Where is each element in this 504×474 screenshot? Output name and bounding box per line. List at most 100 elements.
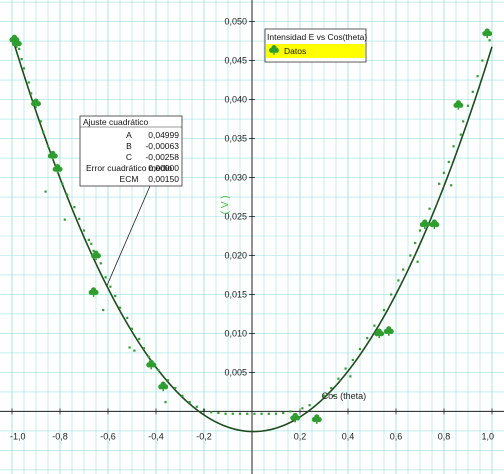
data-point-dot (39, 120, 42, 123)
data-point-club (290, 412, 301, 423)
club-lobe-left (31, 101, 37, 107)
data-point-dot (390, 293, 393, 296)
data-point-dot (349, 375, 352, 378)
x-tick-label: -0,2 (196, 431, 212, 441)
x-tick-label: -1,0 (10, 431, 26, 441)
fit-row-value: -0,00063 (145, 141, 179, 151)
data-point-dot (82, 229, 86, 232)
data-point-dot (322, 394, 326, 397)
data-point-club (383, 326, 394, 336)
data-point-dot (188, 400, 191, 404)
x-tick-label: 0,4 (342, 431, 355, 441)
club-lobe-right (486, 30, 493, 37)
club-lobe-right (57, 166, 63, 172)
y-tick-label: 0,015 (224, 289, 247, 299)
fit-row-value: 0,04999 (148, 130, 179, 140)
data-point-dot (99, 262, 102, 265)
club-lobe-right (294, 415, 301, 421)
data-point-club (429, 219, 440, 229)
data-point-dot (260, 412, 263, 415)
data-point-club (453, 100, 464, 110)
data-point-dot (114, 294, 117, 298)
club-lobe-right (458, 102, 464, 108)
x-tick-label: 0,2 (294, 431, 307, 441)
fit-row-value: 0,00150 (148, 174, 179, 184)
data-point-dot (130, 327, 134, 330)
data-point-dot (164, 400, 167, 404)
club-stem (95, 255, 97, 261)
data-point-dot (246, 412, 249, 415)
club-lobe-left (11, 41, 18, 47)
y-axis-label: ( V ) (220, 195, 231, 214)
club-lobe-right (388, 328, 394, 334)
data-point-club (482, 28, 493, 38)
club-stem (56, 168, 59, 174)
data-point-dot (459, 133, 462, 136)
data-point-club (146, 359, 157, 370)
data-point-dot (32, 100, 35, 103)
club-lobe-left (311, 416, 318, 423)
data-point-club (31, 98, 41, 109)
data-point-dot (63, 218, 66, 221)
club-lobe-left (429, 221, 435, 228)
fit-row-label: ECM (120, 174, 139, 184)
data-point-dot (231, 412, 234, 415)
club-stem (35, 103, 37, 109)
data-point-dot (416, 260, 419, 263)
club-lobe-right (93, 289, 99, 295)
data-point-dot (30, 92, 33, 95)
y-tick-label: 0,020 (224, 250, 247, 260)
club-lobe-right (378, 331, 385, 337)
data-point-dot (301, 407, 304, 410)
y-tick-label: 0,050 (224, 17, 247, 27)
data-point-dot (224, 412, 227, 415)
data-point-dot (409, 254, 412, 257)
club-lobe-left (290, 415, 296, 421)
x-axis-label: Cos (theta) (322, 391, 367, 401)
data-point-dot (181, 394, 184, 397)
club-lobe-right (273, 47, 279, 53)
data-point-dot (126, 316, 129, 319)
fit-box-frame (79, 115, 183, 187)
data-point-dot (337, 377, 340, 380)
club-lobe-left (482, 30, 488, 37)
data-point-dot (428, 207, 431, 210)
fit-box-title: Ajuste cuadrático (83, 117, 148, 127)
data-point-dot (366, 337, 369, 340)
data-point-dot (414, 241, 417, 245)
data-point-dot (142, 347, 146, 350)
club-lobe-right (316, 416, 322, 423)
club-lobe-right (162, 384, 169, 390)
data-point-dot (54, 167, 57, 170)
fit-parameters-box: Ajuste cuadrático A 0,04999 B -0,00063 C -0,0… (79, 115, 183, 287)
x-tick-label: -0,8 (52, 431, 68, 441)
legend-club-marker (269, 45, 279, 55)
fit-row-label: B (126, 141, 132, 151)
data-point-dot (308, 404, 311, 407)
club-stem (92, 292, 95, 297)
data-point-dot (104, 276, 107, 279)
y-tick-label: 0,045 (224, 56, 247, 66)
data-point-dot (42, 131, 45, 134)
club-lobe-right (434, 221, 440, 228)
club-lobe-right (16, 41, 22, 47)
data-point-club (88, 287, 99, 297)
data-point-dot (174, 386, 177, 390)
data-point-club (11, 38, 22, 49)
data-point-dot (274, 412, 278, 415)
club-lobe-left (419, 221, 426, 228)
legend-title: Intensidad E vs Cos(theta) (267, 32, 367, 42)
data-point-dot (488, 39, 491, 42)
data-point-dot (397, 279, 400, 282)
club-stem (162, 386, 164, 392)
data-point-dot (332, 394, 335, 397)
data-point-dot (452, 145, 455, 148)
x-tick-label: 1,0 (481, 431, 494, 441)
data-point-dot (351, 358, 354, 362)
y-tick-label: 0,040 (224, 95, 247, 105)
club-lobe-left (88, 289, 94, 295)
